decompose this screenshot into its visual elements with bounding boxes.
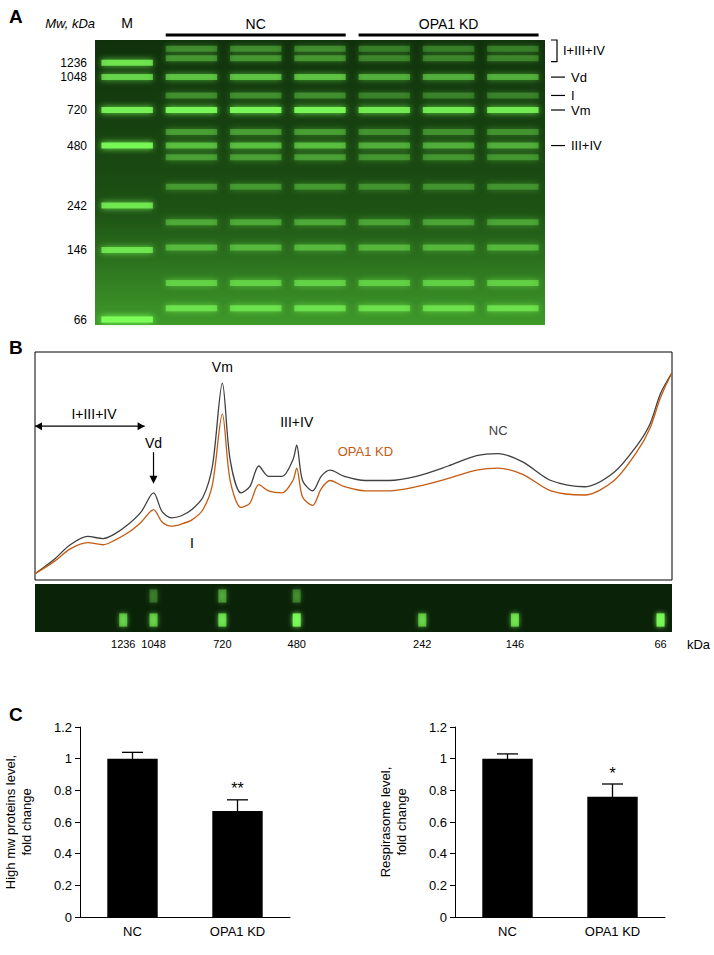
svg-text:0.2: 0.2	[54, 878, 72, 893]
svg-text:Respirasome level,: Respirasome level,	[378, 767, 393, 878]
svg-text:0.6: 0.6	[54, 815, 72, 830]
svg-text:0.8: 0.8	[54, 783, 72, 798]
svg-text:0.4: 0.4	[54, 846, 72, 861]
svg-text:Mw, kDa: Mw, kDa	[45, 16, 95, 31]
svg-text:Vm: Vm	[571, 103, 591, 118]
svg-text:C: C	[9, 704, 23, 725]
svg-text:**: **	[231, 780, 243, 797]
svg-text:1048: 1048	[60, 70, 87, 84]
svg-text:720: 720	[213, 638, 231, 650]
svg-text:OPA1 KD: OPA1 KD	[419, 16, 479, 32]
svg-text:242: 242	[67, 199, 87, 213]
svg-text:I+III+IV: I+III+IV	[71, 406, 117, 422]
svg-text:0.4: 0.4	[429, 846, 447, 861]
svg-text:III+IV: III+IV	[571, 138, 602, 153]
svg-text:A: A	[9, 6, 23, 27]
svg-text:0.8: 0.8	[429, 783, 447, 798]
svg-text:0: 0	[65, 910, 72, 925]
svg-text:0: 0	[440, 910, 447, 925]
svg-text:fold change: fold change	[394, 788, 409, 855]
svg-text:242: 242	[413, 638, 431, 650]
svg-text:B: B	[9, 337, 23, 358]
svg-text:1: 1	[65, 751, 72, 766]
svg-text:0.2: 0.2	[429, 878, 447, 893]
svg-text:OPA1 KD: OPA1 KD	[338, 444, 393, 459]
svg-text:66: 66	[654, 638, 666, 650]
svg-text:I: I	[571, 88, 575, 103]
svg-text:Vd: Vd	[145, 435, 162, 451]
svg-text:1236: 1236	[111, 638, 135, 650]
svg-text:I: I	[190, 535, 194, 551]
svg-text:146: 146	[67, 243, 87, 257]
svg-text:kDa: kDa	[687, 637, 711, 652]
svg-text:NC: NC	[489, 423, 508, 438]
svg-text:Vm: Vm	[212, 359, 233, 375]
svg-text:OPA1 KD: OPA1 KD	[210, 924, 265, 939]
svg-text:NC: NC	[123, 924, 142, 939]
svg-text:480: 480	[67, 139, 87, 153]
svg-text:1.2: 1.2	[429, 720, 447, 735]
svg-text:1: 1	[440, 751, 447, 766]
svg-text:480: 480	[288, 638, 306, 650]
svg-text:*: *	[609, 765, 615, 782]
svg-text:High mw proteins level,: High mw proteins level,	[3, 755, 18, 889]
svg-text:Vd: Vd	[571, 70, 587, 85]
svg-text:66: 66	[74, 313, 88, 327]
svg-text:1.2: 1.2	[54, 720, 72, 735]
svg-text:M: M	[121, 15, 133, 31]
svg-text:720: 720	[67, 103, 87, 117]
svg-text:1048: 1048	[141, 638, 165, 650]
svg-text:I+III+IV: I+III+IV	[563, 43, 605, 58]
svg-text:0.6: 0.6	[429, 815, 447, 830]
svg-text:III+IV: III+IV	[280, 414, 314, 430]
svg-text:fold change: fold change	[19, 788, 34, 855]
svg-text:NC: NC	[246, 16, 266, 32]
svg-text:NC: NC	[498, 924, 517, 939]
svg-text:146: 146	[506, 638, 524, 650]
svg-text:OPA1 KD: OPA1 KD	[585, 924, 640, 939]
svg-text:1236: 1236	[60, 56, 87, 70]
